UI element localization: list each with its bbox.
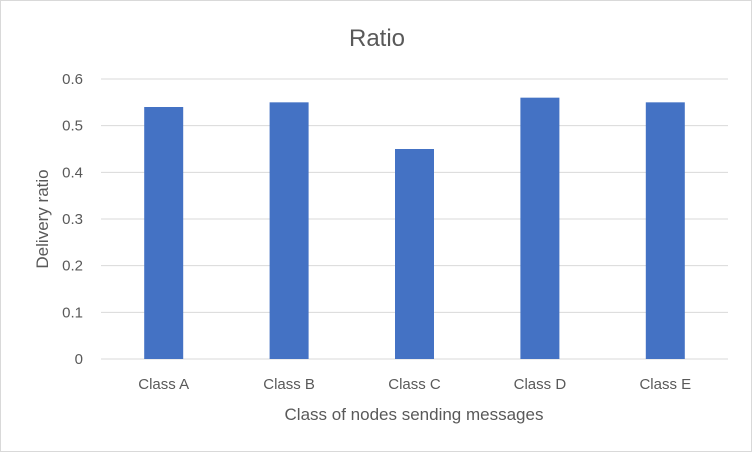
x-tick-label: Class C [388,376,441,393]
y-tick-label: 0.4 [62,164,83,181]
y-tick-label: 0.5 [62,118,83,135]
y-tick-label: 0.2 [62,258,83,275]
y-tick-label: 0 [75,351,83,368]
bar-class-a [144,107,184,359]
bar-class-c [395,149,434,359]
y-axis-ticks: 0 0.1 0.2 0.3 0.4 0.5 0.6 [62,71,83,368]
y-axis-label: Delivery ratio [33,169,52,268]
x-tick-label: Class A [138,376,189,393]
x-axis-label: Class of nodes sending messages [285,405,544,424]
chart-title: Ratio [349,25,405,52]
x-axis-ticks: Class A Class B Class C Class D Class E [138,376,691,393]
y-tick-label: 0.3 [62,211,83,228]
x-tick-label: Class B [263,376,315,393]
bar-class-d [520,97,560,360]
x-tick-label: Class D [514,376,567,393]
x-tick-label: Class E [639,376,691,393]
y-tick-label: 0.6 [62,71,83,88]
bar-class-e [645,102,685,359]
bar-class-b [269,102,309,359]
bars [144,97,685,360]
y-tick-label: 0.1 [62,304,83,321]
